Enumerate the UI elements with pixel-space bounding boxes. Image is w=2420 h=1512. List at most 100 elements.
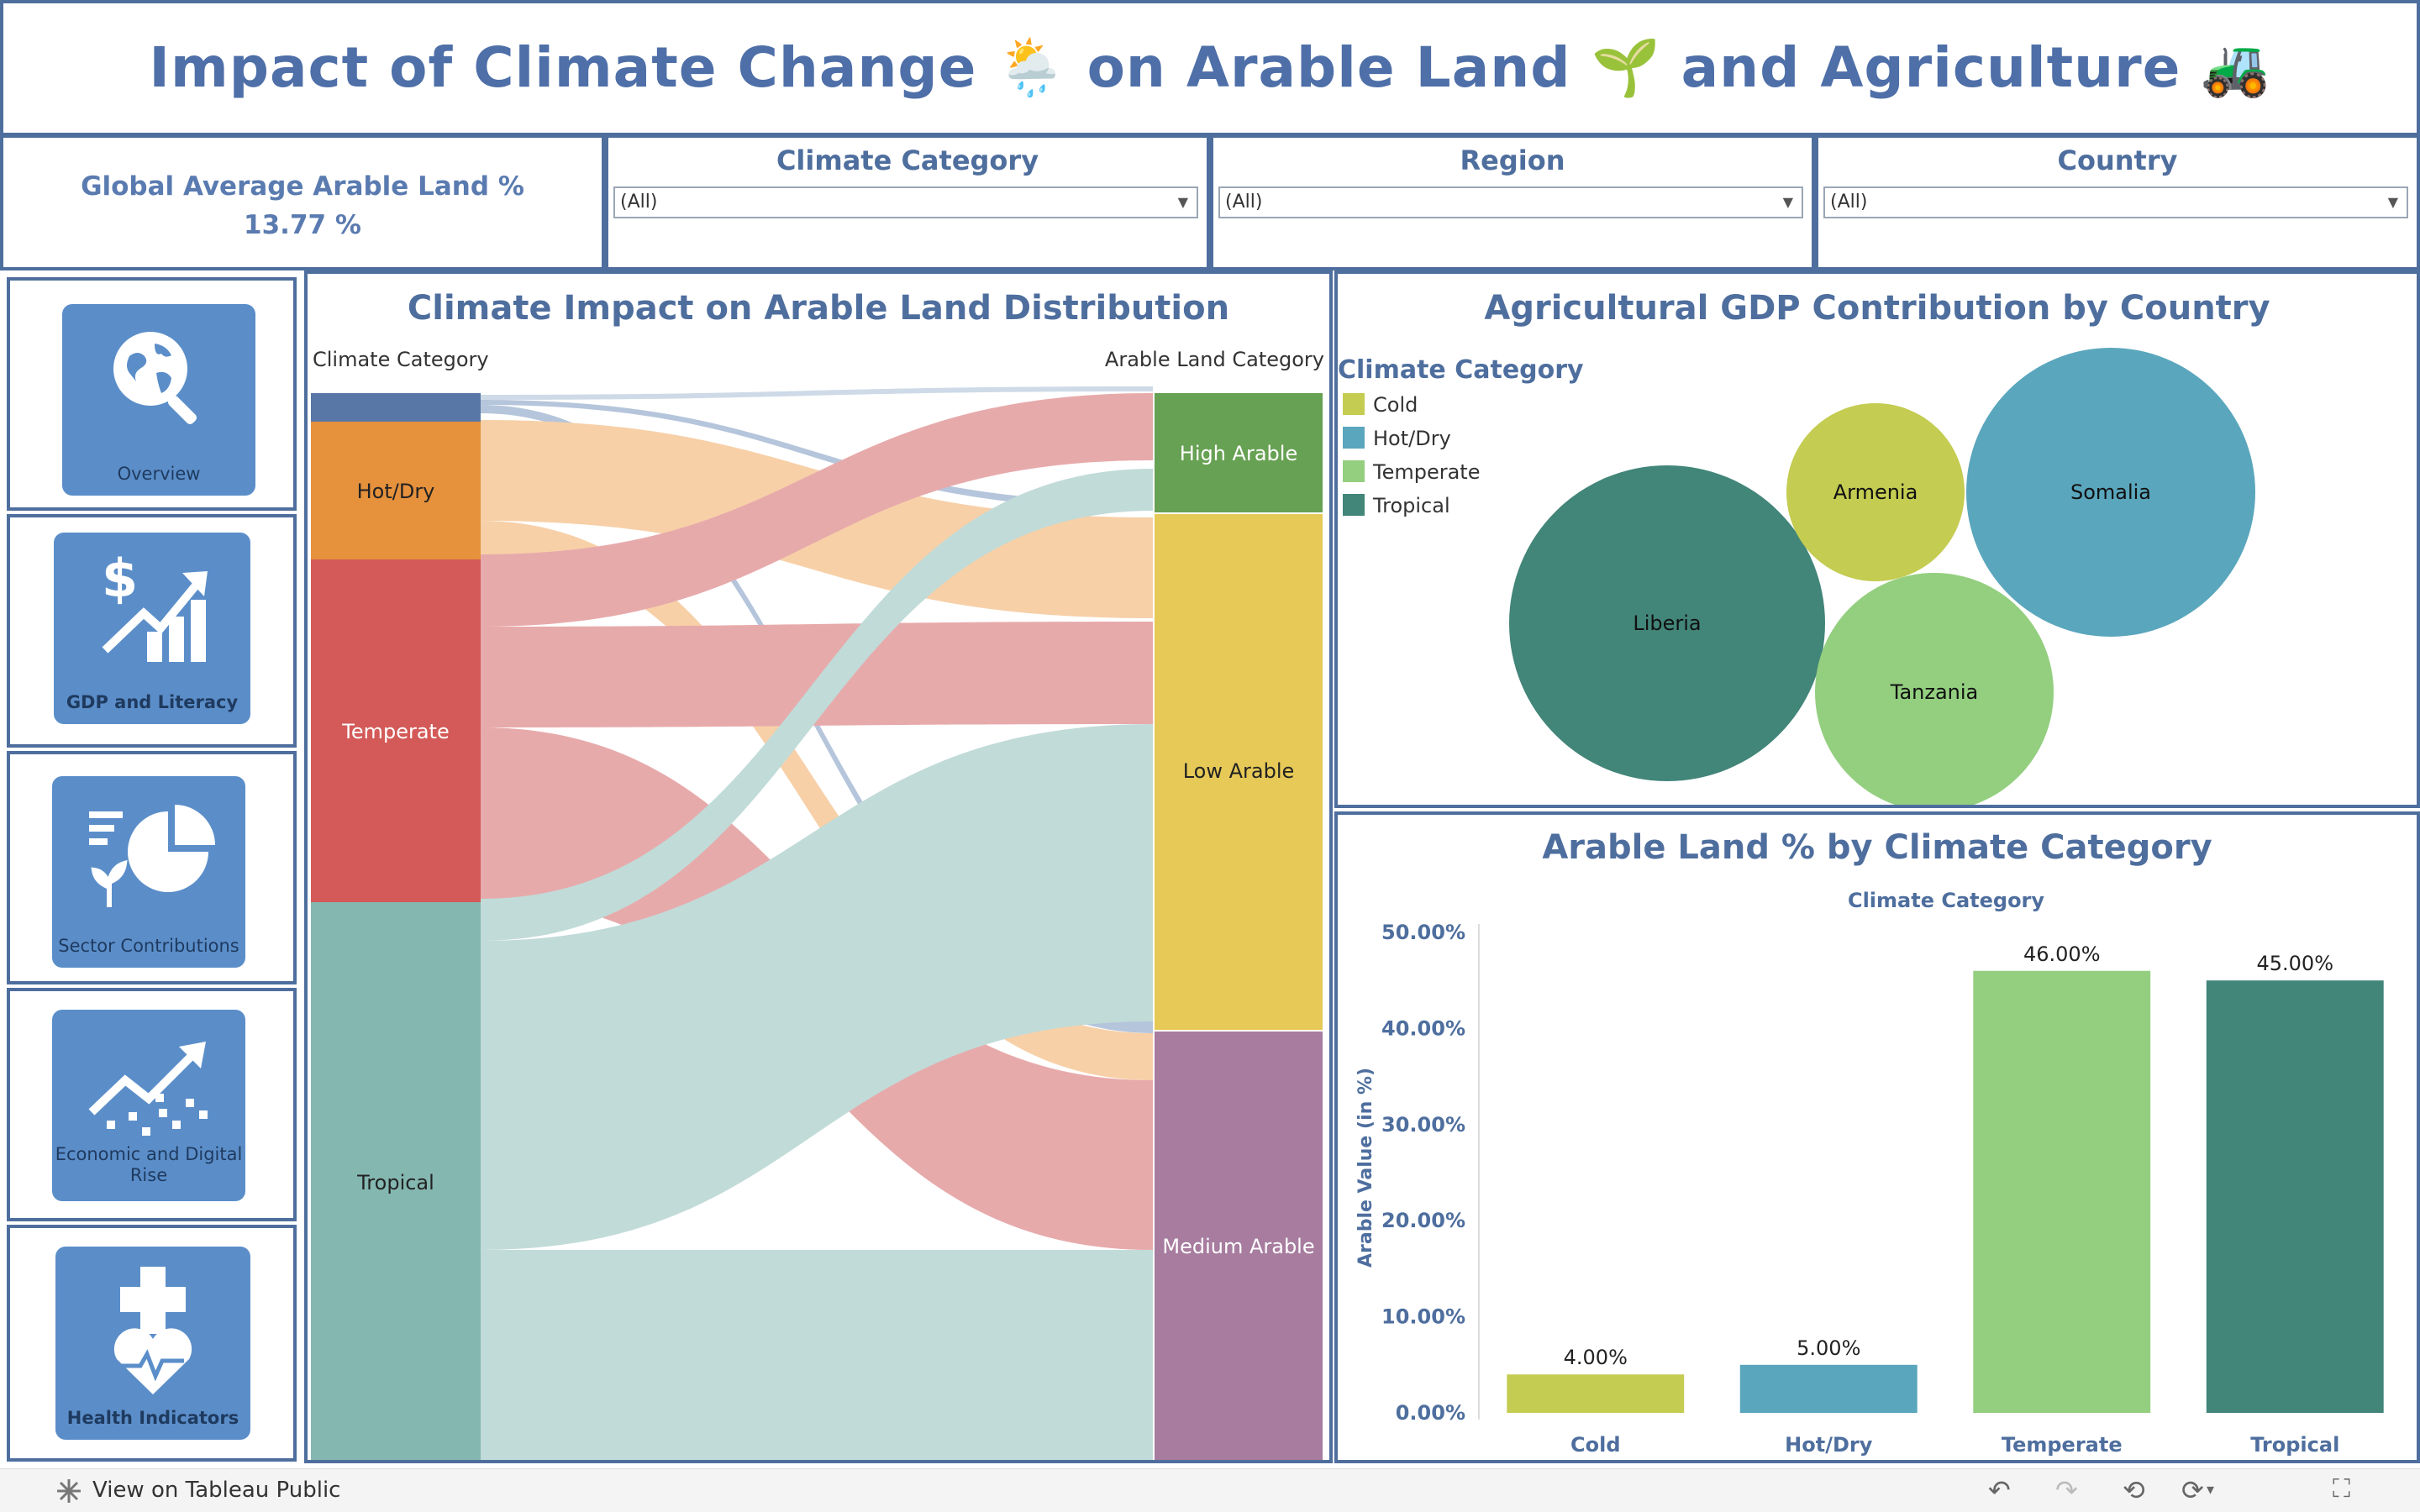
pie-chart-icon — [89, 805, 215, 907]
dashboard-header: Impact of Climate Change 🌦️ on Arable La… — [0, 0, 2420, 136]
legend-title: Climate Category — [1338, 355, 1584, 385]
bar-temperate[interactable] — [1973, 970, 2151, 1413]
sankey-panel: Climate Impact on Arable Land Distributi… — [304, 270, 1333, 1463]
dollar-growth-icon: $ — [102, 548, 208, 662]
nav-label: Health Indicators — [66, 1408, 239, 1428]
y-tick-label: 50.00% — [1381, 921, 1465, 944]
filter-title: Region — [1460, 144, 1565, 176]
flow-tropical-high — [481, 469, 1153, 941]
navigation-sidebar: Overview $ GDP and Literacy — [7, 277, 297, 1462]
node-label-temperate: Temperate — [341, 720, 449, 743]
bar-chart-panel: Arable Land % by Climate Category Climat… — [1334, 811, 2420, 1463]
climate-category-dropdown[interactable]: (All) ▼ — [613, 186, 1198, 218]
legend-label-temperate: Temperate — [1372, 460, 1480, 484]
kpi-card: Global Average Arable Land % 13.77 % — [0, 134, 605, 270]
view-on-tableau-link[interactable]: View on Tableau Public — [92, 1478, 341, 1503]
y-tick-label: 0.00% — [1396, 1401, 1465, 1425]
chevron-down-icon: ▼ — [1177, 194, 1188, 210]
sankey-title: Climate Impact on Arable Land Distributi… — [407, 289, 1230, 328]
bar-tropical[interactable] — [2206, 980, 2384, 1413]
bubble-liberia — [1509, 465, 1825, 781]
bubble-armenia — [1786, 403, 1965, 581]
left-header: Climate Category — [313, 348, 489, 371]
flow-tropical-low — [481, 724, 1153, 1250]
chevron-down-icon: ▼ — [2387, 194, 2398, 210]
bubble-label-tanzania: Tanzania — [1890, 680, 1979, 704]
chevron-down-icon[interactable]: ▾ — [2207, 1481, 2215, 1499]
chevron-down-icon: ▼ — [1782, 194, 1793, 210]
refresh-icon[interactable]: ⟳ — [2181, 1474, 2204, 1506]
node-label-tropical: Tropical — [356, 1171, 434, 1194]
nav-cell-overview: Overview — [7, 277, 297, 511]
legend-swatch-hot-dry — [1343, 427, 1365, 449]
node-tropical — [311, 902, 481, 1460]
x-category-label: Tropical — [2250, 1433, 2339, 1457]
bubble-chart-title: Agricultural GDP Contribution by Country — [1484, 289, 2270, 328]
tableau-footer: View on Tableau Public ↶ ↷ ⟲ ⟳ ▾ ⛶ — [0, 1468, 2420, 1512]
bar-chart-title: Arable Land % by Climate Category — [1542, 828, 2212, 867]
y-tick-label: 30.00% — [1381, 1113, 1465, 1137]
filter-title: Country — [2057, 144, 2178, 176]
bubble-somalia — [1966, 348, 2255, 637]
bar-value-label: 46.00% — [2023, 942, 2101, 966]
redo-icon[interactable]: ↷ — [2055, 1474, 2078, 1506]
fullscreen-icon[interactable]: ⛶ — [2333, 1474, 2350, 1504]
legend-label-cold: Cold — [1373, 393, 1418, 417]
dashboard-title: Impact of Climate Change 🌦️ on Arable La… — [149, 35, 2271, 100]
node-high-arable — [1155, 393, 1323, 512]
region-dropdown[interactable]: (All) ▼ — [1218, 186, 1803, 218]
bubble-chart: Climate Category Cold Hot/Dry Temperate … — [1338, 348, 2255, 805]
node-low-arable — [1155, 514, 1323, 1030]
bar-hot-dry[interactable] — [1739, 1364, 1918, 1413]
nav-label: GDP and Literacy — [66, 692, 239, 712]
bar-chart-subtitle: Climate Category — [1848, 889, 2044, 912]
overview-button[interactable]: Overview — [62, 304, 255, 496]
country-dropdown[interactable]: (All) ▼ — [1823, 186, 2408, 218]
gdp-and-literacy-button[interactable]: $ GDP and Literacy — [54, 533, 250, 724]
health-indicators-button[interactable]: Health Indicators — [55, 1247, 250, 1440]
nav-cell-economic-digital: Economic and Digital Rise — [7, 988, 297, 1221]
nav-label: Sector Contributions — [58, 936, 239, 956]
bar-cold[interactable] — [1507, 1374, 1685, 1413]
filter-climate-category: Climate Category (All) ▼ — [605, 134, 1210, 270]
sector-contributions-button[interactable]: Sector Contributions — [52, 776, 245, 968]
economic-and-digital-rise-button[interactable]: Economic and Digital Rise — [52, 1010, 245, 1201]
y-tick-label: 10.00% — [1381, 1305, 1465, 1329]
x-category-label: Hot/Dry — [1785, 1433, 1873, 1457]
right-header: Arable Land Category — [1105, 348, 1324, 371]
filter-region: Region (All) ▼ — [1210, 134, 1815, 270]
kpi-label: Global Average Arable Land % — [81, 171, 524, 202]
legend-label-tropical: Tropical — [1372, 494, 1450, 517]
nav-label: Economic and Digital Rise — [55, 1144, 243, 1185]
node-cold — [311, 393, 481, 422]
bubble-chart-panel: Agricultural GDP Contribution by Country… — [1334, 270, 2420, 808]
nav-cell-sector-contributions: Sector Contributions — [7, 751, 297, 984]
flow-tropical-medium — [481, 1250, 1153, 1460]
trend-scatter-icon — [88, 1042, 208, 1136]
bar-value-label: 45.00% — [2256, 952, 2333, 975]
sankey-diagram: Climate Category Arable Land Category Ho… — [311, 348, 1324, 1460]
flow-temperate-low — [481, 622, 1153, 727]
node-label-hot-dry: Hot/Dry — [357, 480, 435, 503]
dropdown-value: (All) — [1225, 192, 1263, 213]
revert-icon[interactable]: ⟲ — [2123, 1474, 2145, 1506]
dropdown-value: (All) — [1830, 192, 1868, 213]
legend-swatch-cold — [1343, 393, 1365, 415]
bubble-tanzania — [1815, 573, 2054, 805]
globe-search-icon — [113, 332, 197, 425]
bubble-label-armenia: Armenia — [1833, 480, 1918, 504]
node-label-medium-arable: Medium Arable — [1162, 1235, 1314, 1258]
node-label-low-arable: Low Arable — [1183, 759, 1295, 783]
node-hot-dry — [311, 422, 481, 559]
tableau-logo-icon — [57, 1479, 81, 1503]
node-label-high-arable: High Arable — [1180, 442, 1297, 465]
y-tick-label: 20.00% — [1381, 1209, 1465, 1232]
legend-swatch-temperate — [1343, 460, 1365, 482]
bubble-label-liberia: Liberia — [1633, 612, 1701, 635]
bar-value-label: 5.00% — [1797, 1336, 1860, 1360]
flow-temperate-high — [481, 393, 1153, 627]
x-category-label: Cold — [1570, 1433, 1621, 1457]
undo-icon[interactable]: ↶ — [1988, 1474, 2011, 1506]
nav-cell-health: Health Indicators — [7, 1225, 297, 1462]
legend-swatch-tropical — [1343, 494, 1365, 516]
